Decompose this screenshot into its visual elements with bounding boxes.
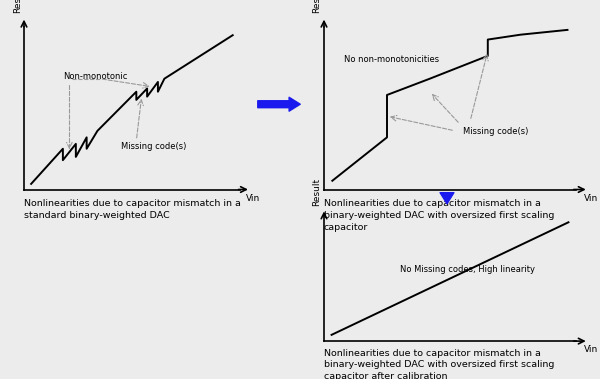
Text: Missing code(s): Missing code(s) — [463, 127, 528, 136]
Text: Nonlinearities due to capacitor mismatch in a
binary-weighted DAC with oversized: Nonlinearities due to capacitor mismatch… — [324, 199, 554, 232]
Text: Result: Result — [13, 0, 22, 14]
Text: Nonlinearities due to capacitor mismatch in a
binary-weighted DAC with oversized: Nonlinearities due to capacitor mismatch… — [324, 349, 554, 379]
Text: Vin: Vin — [584, 194, 598, 204]
Text: Nonlinearities due to capacitor mismatch in a
standard binary-weighted DAC: Nonlinearities due to capacitor mismatch… — [24, 199, 241, 220]
Text: Non-monotonic: Non-monotonic — [63, 72, 127, 81]
Text: No Missing codes, High linearity: No Missing codes, High linearity — [400, 265, 535, 274]
Text: Vin: Vin — [246, 194, 260, 204]
Text: No non-monotonicities: No non-monotonicities — [344, 55, 439, 64]
Text: Result: Result — [312, 0, 321, 14]
Text: Vin: Vin — [584, 345, 598, 354]
Text: Result: Result — [312, 178, 321, 206]
Text: Missing code(s): Missing code(s) — [121, 142, 187, 151]
